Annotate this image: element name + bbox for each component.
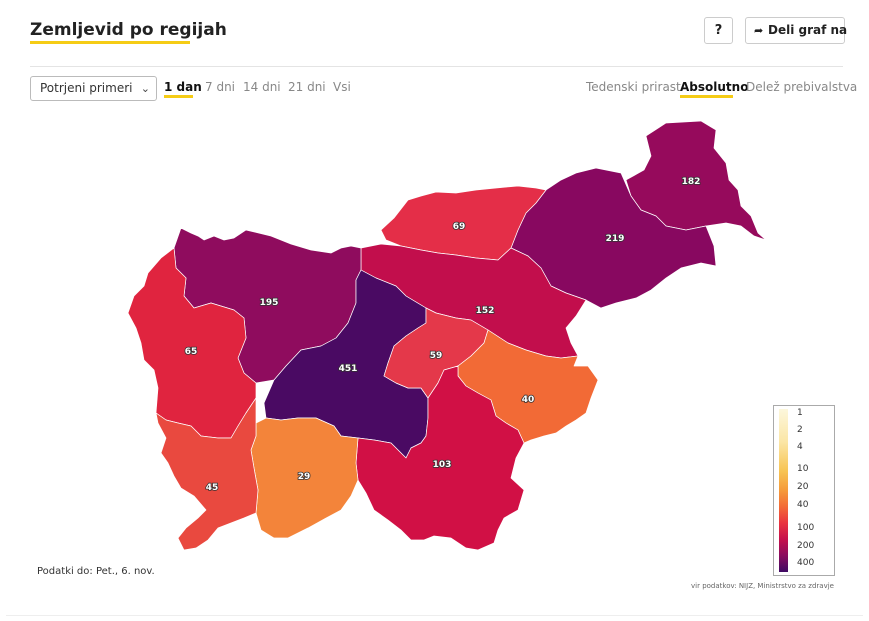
share-icon: ➦ <box>754 24 764 37</box>
map-svg: 182 219 69 152 195 65 451 59 40 103 29 4… <box>127 120 767 551</box>
tab-delez-prebivalstva[interactable]: Delež prebivalstva <box>746 80 858 94</box>
legend-tick: 400 <box>797 558 815 568</box>
slovenia-map: 182 219 69 152 195 65 451 59 40 103 29 4… <box>126 118 786 558</box>
label-pomurska: 182 <box>682 177 701 187</box>
chevron-down-icon: ⌄ <box>140 82 150 95</box>
tab-14-dni[interactable]: 14 dni <box>243 80 281 94</box>
legend-tick: 100 <box>797 523 815 533</box>
tab-absolutno[interactable]: Absolutno <box>680 80 749 94</box>
data-date-note: Podatki do: Pet., 6. nov. <box>37 566 155 577</box>
header-divider <box>30 66 843 67</box>
legend-tick: 200 <box>797 541 815 551</box>
tab-active-underline <box>680 95 733 98</box>
color-legend: 1 2 4 10 20 40 100 200 400 <box>773 405 835 576</box>
label-jugovzhodna: 103 <box>433 460 452 470</box>
label-koroska: 69 <box>453 222 466 232</box>
label-gorenjska: 195 <box>260 298 279 308</box>
label-primorsko-notranjska: 29 <box>298 472 311 482</box>
label-posavska: 40 <box>522 395 535 405</box>
title-underline <box>30 41 190 44</box>
legend-tick: 20 <box>797 482 809 492</box>
legend-tick: 4 <box>797 442 803 452</box>
data-source: vir podatkov: NIJZ, Ministrstvo za zdrav… <box>691 582 834 590</box>
region-jugovzhodna[interactable] <box>355 365 525 551</box>
tab-vsi[interactable]: Vsi <box>333 80 351 94</box>
share-button-label: Deli graf na <box>768 23 848 37</box>
label-obalno-kraska: 45 <box>206 483 219 493</box>
label-goriska: 65 <box>185 347 198 357</box>
legend-tick: 2 <box>797 425 803 435</box>
tab-active-underline <box>164 95 193 98</box>
region-koroska[interactable] <box>380 185 547 261</box>
share-button[interactable]: ➦ Deli graf na <box>745 17 848 44</box>
label-zasavska: 59 <box>430 351 443 361</box>
chart-card: Zemljevid po regijah ? ➦ Deli graf na Pot… <box>6 0 863 616</box>
tab-7-dni[interactable]: 7 dni <box>205 80 236 94</box>
region-obalno-kraska[interactable] <box>155 397 259 551</box>
metric-select[interactable]: Potrjeni primeri ⌄ <box>30 76 157 101</box>
page-title: Zemljevid po regijah <box>30 20 227 40</box>
label-savinjska: 152 <box>476 306 495 316</box>
help-button[interactable]: ? <box>704 17 733 44</box>
tab-1-dan[interactable]: 1 dan <box>164 80 202 94</box>
label-osrednjeslovenska: 451 <box>339 364 358 374</box>
label-podravska: 219 <box>606 234 625 244</box>
metric-select-value: Potrjeni primeri <box>40 81 133 95</box>
legend-tick: 1 <box>797 408 803 418</box>
legend-color-bar <box>779 409 788 572</box>
legend-tick: 40 <box>797 500 809 510</box>
tab-21-dni[interactable]: 21 dni <box>288 80 326 94</box>
tab-tedenski-prirast[interactable]: Tedenski prirast <box>586 80 681 94</box>
legend-tick: 10 <box>797 464 809 474</box>
